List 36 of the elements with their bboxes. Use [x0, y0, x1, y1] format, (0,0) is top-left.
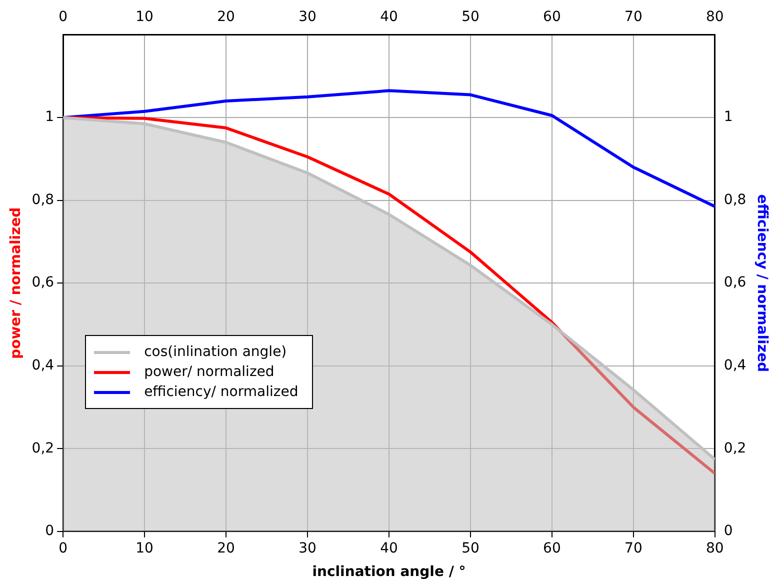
y2-tick-label: 0,2: [724, 440, 746, 456]
x-tick-label: 0: [58, 540, 68, 556]
y-tick-label: 0,4: [32, 358, 54, 374]
x-tick-label: 10: [136, 540, 154, 556]
legend-label: cos(inlination angle): [144, 344, 287, 360]
x2-tick-label: 0: [58, 9, 68, 26]
y2-tick-label: 0,4: [724, 358, 746, 374]
x2-tick-label: 80: [706, 9, 724, 26]
y2-tick-label: 0: [724, 523, 733, 540]
x2-tick-label: 30: [298, 9, 316, 26]
y2-tick-label: 1: [724, 109, 733, 126]
y-tick-label: 0,2: [32, 440, 54, 456]
x2-tick-label: 60: [543, 9, 561, 26]
x-tick-label: 30: [298, 540, 316, 556]
x-tick-label: 50: [462, 540, 480, 556]
x2-tick-label: 40: [380, 9, 398, 26]
x-tick-label: 60: [543, 540, 561, 556]
y-tick-label: 0: [45, 523, 54, 540]
y-tick-label: 0,8: [32, 192, 54, 208]
y2-tick-label: 0,6: [724, 274, 746, 291]
y-tick-label: 1: [45, 109, 54, 126]
y-axis-title: power / normalized: [8, 207, 24, 359]
x-axis-title: inclination angle / °: [312, 564, 466, 580]
y-tick-label: 0,6: [32, 274, 54, 291]
y2-axis-title: efficiency / normalized: [754, 194, 770, 372]
legend-label: efficiency/ normalized: [144, 384, 298, 400]
x2-tick-label: 50: [462, 9, 480, 26]
x-tick-label: 80: [706, 540, 724, 556]
x2-tick-label: 10: [136, 9, 154, 26]
x-tick-label: 20: [217, 540, 235, 556]
legend-label: power/ normalized: [144, 364, 274, 380]
x-tick-label: 40: [380, 540, 398, 556]
x2-tick-label: 70: [624, 9, 642, 26]
y2-tick-label: 0,8: [724, 192, 746, 208]
x2-tick-label: 20: [217, 9, 235, 26]
x-tick-label: 70: [624, 540, 642, 556]
